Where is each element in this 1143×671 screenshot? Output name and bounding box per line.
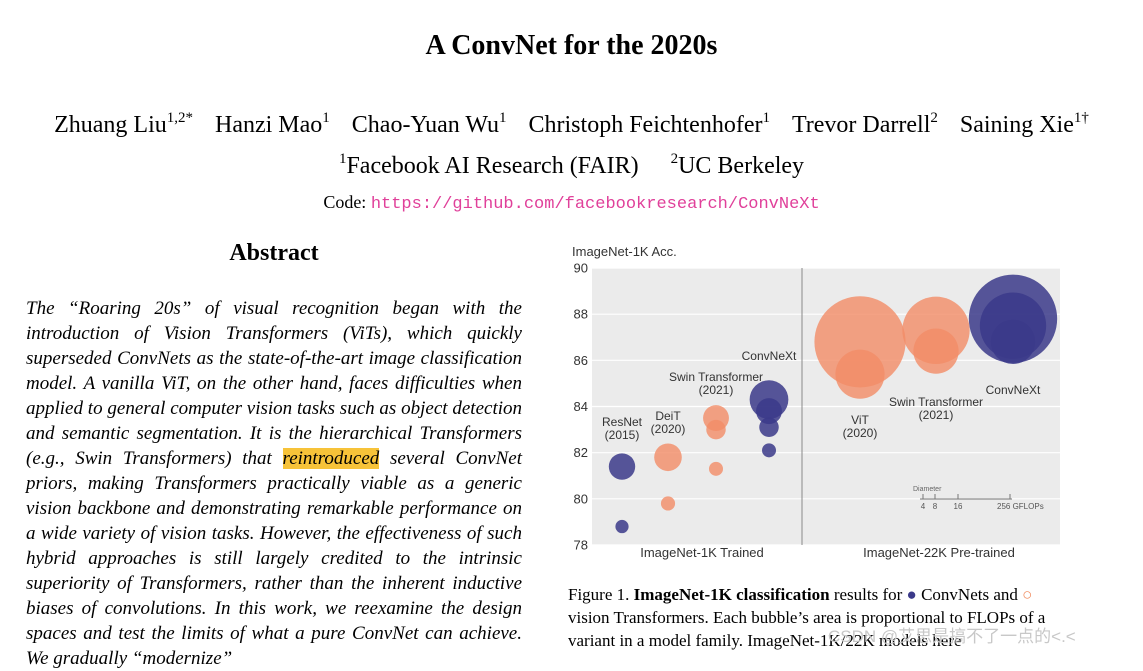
bubble bbox=[990, 319, 1036, 365]
convnet-dot-icon: ● bbox=[906, 585, 917, 604]
caption-mid: results for bbox=[829, 585, 907, 604]
caption-bold: ImageNet-1K classification bbox=[633, 585, 830, 604]
highlighted-word[interactable]: reintroduced bbox=[282, 448, 380, 469]
series-label: Swin Transformer bbox=[889, 395, 983, 409]
caption-prefix: Figure 1. bbox=[568, 585, 630, 604]
author-affiliation-marker: 1 bbox=[322, 110, 330, 126]
affiliation: 1Facebook AI Research (FAIR) bbox=[338, 151, 639, 179]
size-legend-label: 256 GFLOPs bbox=[997, 502, 1044, 511]
author-affiliation-marker: 1 bbox=[499, 110, 507, 126]
bubble bbox=[615, 519, 629, 534]
affiliation-list: 1Facebook AI Research (FAIR) 2UC Berkeley bbox=[0, 151, 1143, 180]
bubble bbox=[706, 419, 726, 440]
series-label: (2020) bbox=[843, 426, 878, 440]
size-legend-title: Diameter bbox=[913, 486, 942, 493]
abstract-text-after: several ConvNet priors, making Transform… bbox=[26, 448, 522, 669]
series-label: DeiT bbox=[655, 409, 681, 423]
author-name: Christoph Feichtenhofer1 bbox=[528, 110, 770, 138]
author-name: Trevor Darrell2 bbox=[791, 110, 938, 138]
series-label: ConvNeXt bbox=[742, 349, 797, 363]
caption-rest: vision Transformers. Each bubble’s area … bbox=[568, 608, 1046, 650]
watermark: CSDN @艾思是搞不了一点的<.< bbox=[828, 627, 1076, 646]
abstract-text-before: The “Roaring 20s” of visual recognition … bbox=[26, 298, 522, 469]
abstract-body: The “Roaring 20s” of visual recognition … bbox=[26, 296, 522, 671]
bubble bbox=[761, 443, 777, 458]
bubble bbox=[835, 349, 885, 399]
author-name: Zhuang Liu1,2* bbox=[54, 110, 193, 138]
y-axis-label: ImageNet-1K Acc. bbox=[572, 244, 677, 259]
paper-title: A ConvNet for the 2020s bbox=[425, 30, 718, 61]
y-tick-label: 88 bbox=[574, 307, 588, 322]
author-affiliation-marker: 1 bbox=[762, 110, 770, 126]
y-tick-label: 82 bbox=[574, 445, 588, 460]
author-name: Hanzi Mao1 bbox=[214, 110, 330, 138]
y-tick-label: 90 bbox=[574, 261, 588, 276]
y-tick-label: 78 bbox=[574, 538, 588, 553]
transformer-circle-icon: ○ bbox=[1022, 585, 1033, 604]
figure-caption: Figure 1. ImageNet-1K classification res… bbox=[568, 583, 1064, 652]
y-tick-label: 80 bbox=[574, 491, 588, 506]
series-label: (2015) bbox=[605, 428, 640, 442]
author-name: Chao-Yuan Wu1 bbox=[351, 110, 507, 138]
author-name: Saining Xie1† bbox=[959, 110, 1089, 138]
y-tick-label: 84 bbox=[574, 399, 588, 414]
bubble bbox=[756, 398, 782, 425]
affiliation: 2UC Berkeley bbox=[670, 151, 805, 179]
series-label: ResNet bbox=[602, 415, 643, 429]
y-tick-label: 86 bbox=[574, 353, 588, 368]
author-affiliation-marker: 1,2* bbox=[166, 110, 193, 126]
author-list: Zhuang Liu1,2* Hanzi Mao1 Chao-Yuan Wu1 Chr… bbox=[0, 110, 1143, 139]
caption-convnet-label: ConvNets and bbox=[921, 585, 1018, 604]
series-label: ViT bbox=[851, 413, 869, 427]
bubble bbox=[913, 328, 959, 374]
size-legend-label: 8 bbox=[933, 502, 938, 511]
bubble bbox=[654, 443, 682, 472]
series-label: (2021) bbox=[919, 408, 954, 422]
bubble bbox=[708, 461, 724, 476]
code-line: Code: https://github.com/facebookresearc… bbox=[0, 192, 1143, 214]
series-label: (2020) bbox=[651, 422, 686, 436]
series-label: ConvNeXt bbox=[986, 383, 1041, 397]
bubble bbox=[814, 296, 906, 388]
accuracy-bubble-chart: 78 80 82 84 86 88 90 ImageNet-1K Acc. ImageNet-1… bbox=[572, 244, 1060, 560]
series-label: (2021) bbox=[699, 383, 734, 397]
bubble bbox=[759, 417, 779, 438]
size-legend-label: 16 bbox=[954, 502, 963, 511]
abstract-heading: Abstract bbox=[229, 240, 319, 266]
series-label: Swin Transformer bbox=[669, 370, 763, 384]
size-legend-label: 4 bbox=[921, 502, 926, 511]
author-affiliation-marker: 1† bbox=[1073, 110, 1089, 126]
code-label: Code: bbox=[323, 192, 367, 212]
panel-label: ImageNet-22K Pre-trained bbox=[863, 545, 1015, 560]
bubble bbox=[660, 496, 676, 511]
panel-label: ImageNet-1K Trained bbox=[640, 545, 764, 560]
bubble bbox=[608, 453, 636, 480]
code-url-link[interactable]: https://github.com/facebookresearch/Conv… bbox=[370, 195, 820, 214]
author-affiliation-marker: 2 bbox=[930, 110, 938, 126]
